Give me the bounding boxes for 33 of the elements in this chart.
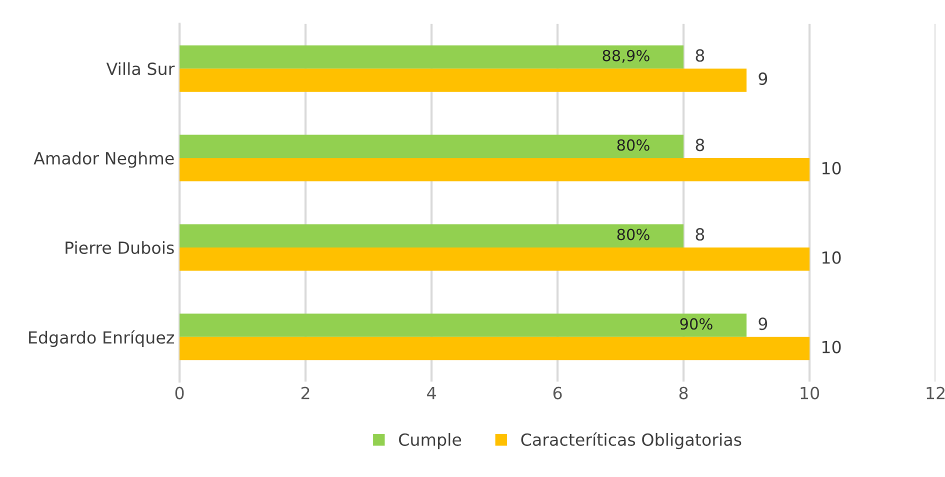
x-tick-label: 2	[301, 386, 310, 400]
x-tick-label: 6	[553, 386, 562, 400]
bar	[180, 68, 747, 92]
y-tick-label: Villa Sur	[106, 62, 175, 76]
legend-label: Caracteríticas Obligatorias	[521, 432, 742, 450]
y-tick-label: Pierre Dubois	[66, 241, 174, 254]
annotation: 90%	[680, 318, 712, 330]
data-label: 10	[822, 251, 841, 264]
data-label: 10	[822, 340, 841, 354]
data-label: 8	[696, 138, 704, 152]
data-label: 9	[758, 72, 768, 86]
data-label: 8	[696, 228, 704, 241]
data-label: 10	[822, 162, 841, 174]
y-tick-label: Edgardo Enríquez	[29, 330, 174, 348]
x-tick-label: 4	[427, 386, 436, 400]
x-tick-label: 12	[926, 386, 944, 400]
x-tick-label: 0	[175, 386, 184, 400]
annotation: 80%	[617, 228, 650, 240]
annotation: 80%	[617, 139, 650, 151]
annotation: 88,9%	[602, 50, 650, 63]
legend-label: Cumple	[399, 433, 462, 450]
bar	[180, 45, 684, 69]
data-label: 9	[758, 317, 768, 330]
bar	[180, 336, 810, 360]
bar	[180, 314, 747, 337]
bar	[180, 224, 684, 248]
y-tick-label: Amador Neghme	[34, 152, 174, 168]
x-tick-label: 10	[800, 386, 820, 400]
bar	[180, 158, 810, 182]
bar	[180, 134, 684, 158]
bar	[180, 247, 810, 271]
x-tick-label: 8	[679, 386, 688, 400]
data-label: 8	[696, 49, 704, 62]
